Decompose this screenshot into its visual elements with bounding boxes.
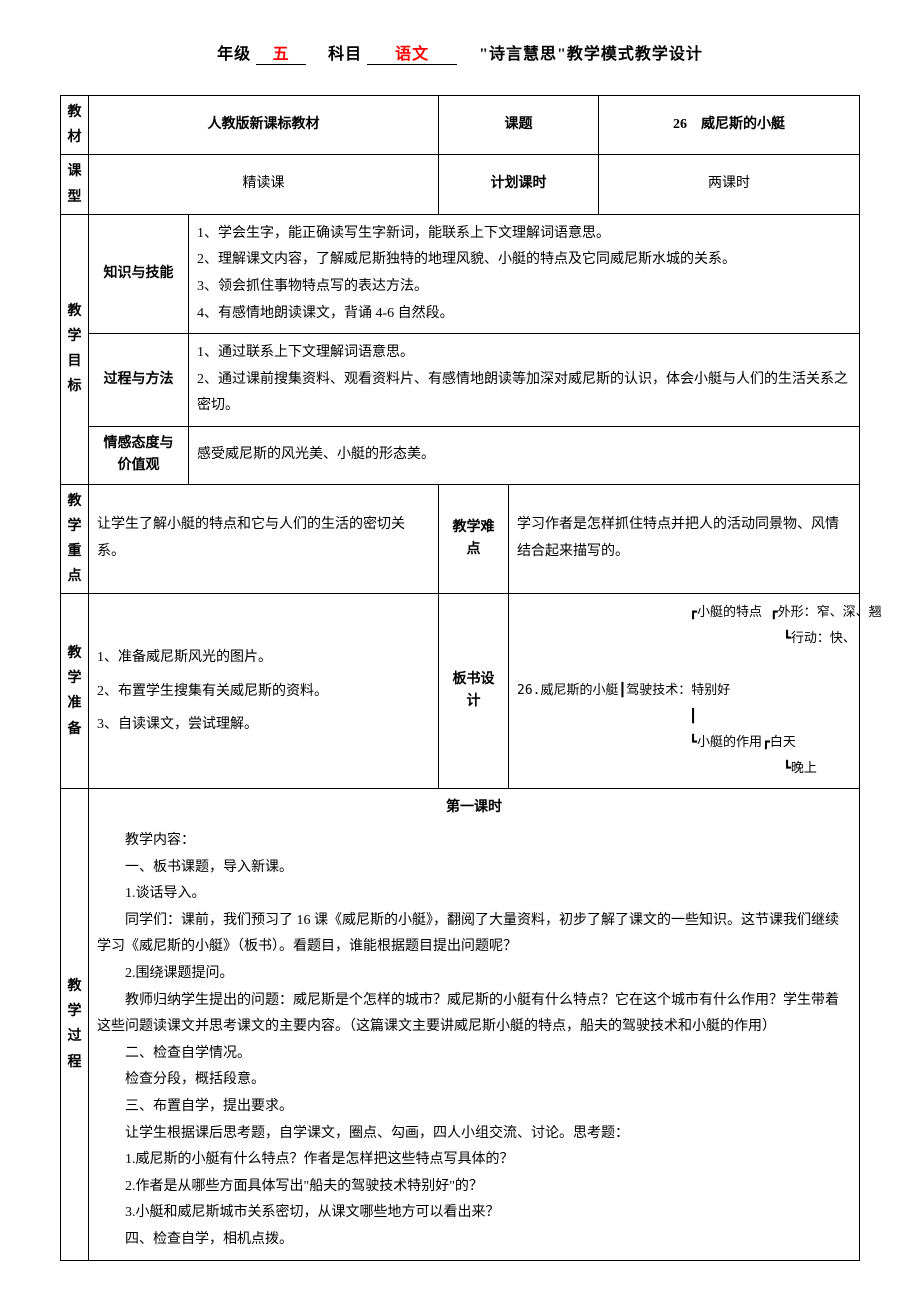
board-design-text: ┏小艇的特点 ┏外形：窄、深、翘 ┗行动：快、 26.威尼斯的小艇┃驾驶技术：特… (517, 600, 851, 782)
keypoint-text: 让学生了解小艇的特点和它与人们的生活的密切关系。 (89, 484, 439, 594)
paragraph: 二、检查自学情况。 (97, 1041, 851, 1068)
list-item: 1、通过联系上下文理解词语意思。 (197, 340, 851, 367)
keypoint-label: 教学重点 (61, 484, 89, 594)
paragraph: 一、板书课题，导入新课。 (97, 855, 851, 882)
list-item: 2、通过课前搜集资料、观看资料片、有感情地朗读等加深对威尼斯的认识，体会小艇与人… (197, 367, 851, 420)
list-item: 1、准备威尼斯风光的图片。 (97, 641, 430, 675)
table-row: 教学目标 知识与技能 1、学会生字，能正确读写生字新词，能联系上下文理解词语意思… (61, 214, 860, 333)
grade-label: 年级 (217, 46, 251, 63)
list-item: 1、学会生字，能正确读写生字新词，能联系上下文理解词语意思。 (197, 221, 851, 248)
board-content: ┏小艇的特点 ┏外形：窄、深、翘 ┗行动：快、 26.威尼斯的小艇┃驾驶技术：特… (509, 594, 860, 789)
list-item: 2、布置学生搜集有关威尼斯的资料。 (97, 675, 430, 709)
knowledge-label: 知识与技能 (89, 214, 189, 333)
difficulty-text: 学习作者是怎样抓住特点并把人的活动同景物、风情结合起来描写的。 (509, 484, 860, 594)
prep-label: 教学准备 (61, 594, 89, 789)
paragraph: 检查分段，概括段意。 (97, 1067, 851, 1094)
list-item: 3、自读课文，尝试理解。 (97, 708, 430, 742)
page-title: 年级 五 科目 语文 "诗言慧思"教学模式教学设计 (60, 40, 860, 65)
lesson-plan-table: 教材 人教版新课标教材 课题 26 威尼斯的小艇 课型 精读课 计划课时 两课时… (60, 95, 860, 1261)
prep-content: 1、准备威尼斯风光的图片。 2、布置学生搜集有关威尼斯的资料。 3、自读课文，尝… (89, 594, 439, 789)
paragraph: 教学内容： (97, 828, 851, 855)
lesson-title: 第一课时 (97, 795, 851, 822)
list-item: 3、领会抓住事物特点写的表达方法。 (197, 274, 851, 301)
topic-label: 课题 (439, 96, 599, 155)
process-section-label: 教学过程 (61, 789, 89, 1260)
process-label: 过程与方法 (89, 334, 189, 427)
table-row: 教学准备 1、准备威尼斯风光的图片。 2、布置学生搜集有关威尼斯的资料。 3、自… (61, 594, 860, 789)
paragraph: 2.作者是从哪些方面具体写出"船夫的驾驶技术特别好"的？ (97, 1174, 851, 1201)
table-row: 教学重点 让学生了解小艇的特点和它与人们的生活的密切关系。 教学难点 学习作者是… (61, 484, 860, 594)
textbook-label: 教材 (61, 96, 89, 155)
table-row: 教学过程 第一课时 教学内容： 一、板书课题，导入新课。 1.谈话导入。 同学们… (61, 789, 860, 1260)
paragraph: 3.小艇和威尼斯城市关系密切，从课文哪些地方可以看出来？ (97, 1200, 851, 1227)
difficulty-label: 教学难点 (439, 484, 509, 594)
paragraph: 四、检查自学，相机点拨。 (97, 1227, 851, 1254)
title-suffix: "诗言慧思"教学模式教学设计 (479, 46, 703, 63)
process-content: 1、通过联系上下文理解词语意思。 2、通过课前搜集资料、观看资料片、有感情地朗读… (189, 334, 860, 427)
topic-value: 26 威尼斯的小艇 (599, 96, 860, 155)
table-row: 教材 人教版新课标教材 课题 26 威尼斯的小艇 (61, 96, 860, 155)
table-row: 课型 精读课 计划课时 两课时 (61, 155, 860, 214)
paragraph: 1.谈话导入。 (97, 881, 851, 908)
emotion-label: 情感态度与价值观 (89, 426, 189, 484)
paragraph: 1.威尼斯的小艇有什么特点？作者是怎样把这些特点写具体的？ (97, 1147, 851, 1174)
paragraph: 2.围绕课题提问。 (97, 961, 851, 988)
list-item: 4、有感情地朗读课文，背诵 4-6 自然段。 (197, 301, 851, 328)
subject-value: 语文 (367, 40, 457, 65)
paragraph: 教师归纳学生提出的问题：威尼斯是个怎样的城市？威尼斯的小艇有什么特点？它在这个城… (97, 988, 851, 1041)
paragraph: 让学生根据课后思考题，自学课文，圈点、勾画，四人小组交流、讨论。思考题： (97, 1121, 851, 1148)
board-label: 板书设计 (439, 594, 509, 789)
table-row: 过程与方法 1、通过联系上下文理解词语意思。 2、通过课前搜集资料、观看资料片、… (61, 334, 860, 427)
textbook-value: 人教版新课标教材 (89, 96, 439, 155)
paragraph: 三、布置自学，提出要求。 (97, 1094, 851, 1121)
knowledge-content: 1、学会生字，能正确读写生字新词，能联系上下文理解词语意思。 2、理解课文内容，… (189, 214, 860, 333)
type-value: 精读课 (89, 155, 439, 214)
table-row: 情感态度与价值观 感受威尼斯的风光美、小艇的形态美。 (61, 426, 860, 484)
list-item: 2、理解课文内容，了解威尼斯独特的地理风貌、小艇的特点及它同威尼斯水城的关系。 (197, 247, 851, 274)
plan-label: 计划课时 (439, 155, 599, 214)
type-label: 课型 (61, 155, 89, 214)
subject-label: 科目 (328, 46, 362, 63)
goals-label: 教学目标 (61, 214, 89, 484)
plan-value: 两课时 (599, 155, 860, 214)
process-section-content: 第一课时 教学内容： 一、板书课题，导入新课。 1.谈话导入。 同学们：课前，我… (89, 789, 860, 1260)
paragraph: 同学们：课前，我们预习了 16 课《威尼斯的小艇》，翻阅了大量资料，初步了解了课… (97, 908, 851, 961)
emotion-content: 感受威尼斯的风光美、小艇的形态美。 (189, 426, 860, 484)
grade-value: 五 (256, 40, 306, 65)
